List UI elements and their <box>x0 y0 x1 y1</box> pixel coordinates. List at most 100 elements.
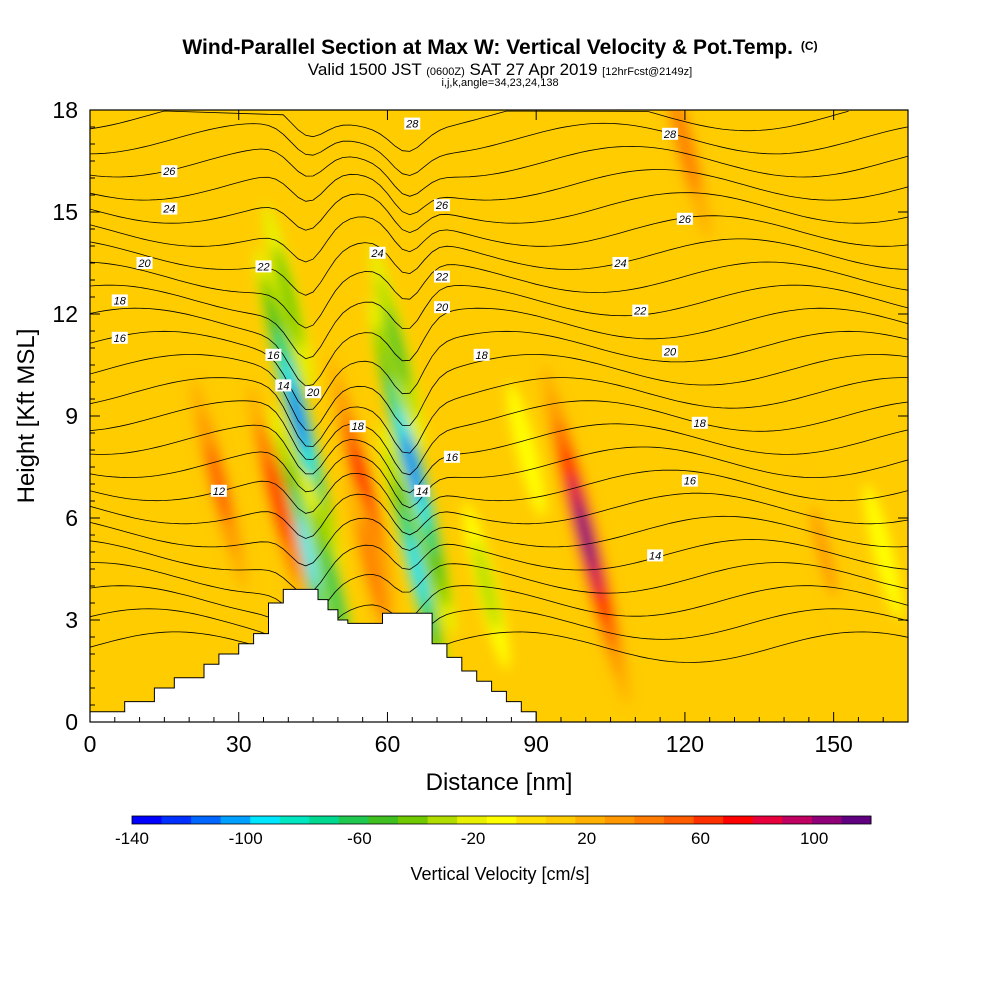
colorbar-tick-label: 20 <box>577 829 596 848</box>
isentrope-line <box>90 110 849 152</box>
svg-text:18: 18 <box>476 350 489 362</box>
velocity-cell <box>207 443 231 525</box>
isentrope-line <box>90 145 908 197</box>
colorbar-tick-label: -140 <box>115 829 149 848</box>
colorbar-swatch <box>338 816 369 824</box>
y-axis: 0 3 6 9 12 15 18 <box>52 97 908 735</box>
potential-temperature-contours <box>90 110 908 684</box>
x-axis: 0 30 60 90 120 150 <box>84 110 884 757</box>
isentrope-line <box>90 631 908 684</box>
velocity-cell <box>507 382 546 518</box>
svg-text:26: 26 <box>678 214 692 226</box>
x-tick-label: 120 <box>666 731 704 757</box>
contour-label: 20 <box>305 386 322 399</box>
svg-text:20: 20 <box>137 258 151 270</box>
isentrope-line <box>90 354 908 431</box>
y-tick-label: 0 <box>65 709 78 735</box>
x-tick-label: 30 <box>226 731 252 757</box>
isentrope-line <box>90 238 908 296</box>
isentrope-line <box>90 538 908 595</box>
svg-text:28: 28 <box>663 129 677 141</box>
isentrope-line <box>90 169 908 216</box>
colorbar-tick-label: 60 <box>691 829 710 848</box>
svg-text:16: 16 <box>114 333 127 345</box>
contour-label: 26 <box>161 165 178 178</box>
svg-text:24: 24 <box>370 248 383 260</box>
velocity-field <box>90 110 908 722</box>
svg-text:14: 14 <box>416 486 428 498</box>
contour-label: 26 <box>433 199 450 212</box>
contour-label: 18 <box>349 420 366 433</box>
svg-text:16: 16 <box>267 350 280 362</box>
chart-title: Wind-Parallel Section at Max W: Vertical… <box>182 36 818 59</box>
velocity-cell <box>575 500 596 570</box>
svg-text:20: 20 <box>435 302 449 314</box>
isentrope-line <box>90 400 908 476</box>
y-tick-label: 18 <box>52 97 78 123</box>
isentrope-line <box>90 515 908 567</box>
colorbar-swatch <box>250 816 281 824</box>
isentrope-line <box>90 608 908 666</box>
x-tick-label: 90 <box>523 731 549 757</box>
isentrope-line <box>90 423 908 494</box>
colorbar-swatch <box>723 816 754 824</box>
colorbar-swatch <box>752 816 783 824</box>
colorbar-swatch <box>279 816 310 824</box>
velocity-cell <box>288 381 308 451</box>
colorbar-swatch <box>811 816 842 824</box>
colorbar-swatch <box>368 816 399 824</box>
isentrope-line <box>90 192 908 234</box>
y-tick-label: 12 <box>52 301 78 327</box>
svg-text:26: 26 <box>435 200 449 212</box>
contour-label: 18 <box>691 416 708 430</box>
svg-text:18: 18 <box>694 418 707 430</box>
contour-label: 16 <box>443 450 460 464</box>
velocity-cell <box>402 432 423 502</box>
colorbar-swatch <box>575 816 606 824</box>
svg-text:22: 22 <box>435 272 448 284</box>
colorbar-swatch <box>545 816 576 824</box>
contour-label: 22 <box>433 270 450 284</box>
contour-label: 16 <box>265 348 282 362</box>
colorbar-tick-label: -100 <box>229 829 263 848</box>
colorbar-frame <box>131 815 872 825</box>
contour-label: 24 <box>369 246 386 260</box>
contour-label: 18 <box>473 348 490 362</box>
svg-text:24: 24 <box>613 258 626 270</box>
colorbar-swatch <box>132 816 163 824</box>
contour-label: 28 <box>662 127 679 141</box>
x-tick-label: 150 <box>814 731 852 757</box>
velocity-cell <box>266 457 291 545</box>
contour-label: 16 <box>111 331 128 345</box>
contour-label: 20 <box>662 345 679 358</box>
svg-text:14: 14 <box>649 550 661 562</box>
svg-text:22: 22 <box>633 306 646 318</box>
velocity-cell <box>670 110 700 195</box>
colorbar-swatch <box>486 816 517 824</box>
svg-text:12: 12 <box>213 486 225 498</box>
isentrope-line <box>90 215 908 263</box>
contour-labels: 28 28 26 26 26 24 24 24 22 22 22 20 20 20 20 18 18 18 18 16… <box>111 117 708 562</box>
svg-text:16: 16 <box>446 452 459 464</box>
contour-label: 20 <box>136 257 153 270</box>
isentrope-line <box>90 307 908 387</box>
contour-label: 26 <box>676 212 693 226</box>
contour-label: 24 <box>612 257 629 270</box>
colorbar-swatch <box>309 816 340 824</box>
contour-label: 16 <box>681 474 698 488</box>
isentrope-line <box>90 261 908 329</box>
colorbar-swatch <box>634 816 665 824</box>
velocity-cell <box>352 446 374 522</box>
svg-text:26: 26 <box>162 166 176 178</box>
colorbar-swatch <box>604 816 636 824</box>
contour-label: 22 <box>255 260 272 273</box>
colorbar-swatch <box>191 816 222 824</box>
chart-subtitle: Valid 1500 JST (0600Z) SAT 27 Apr 2019 [… <box>307 60 693 79</box>
colorbar-swatch <box>841 816 872 824</box>
svg-text:18: 18 <box>114 295 127 307</box>
colorbar-swatch <box>693 816 724 824</box>
y-axis-label: Height [Kft MSL] <box>13 329 40 504</box>
svg-text:20: 20 <box>306 387 320 399</box>
isentrope-line <box>90 122 908 176</box>
